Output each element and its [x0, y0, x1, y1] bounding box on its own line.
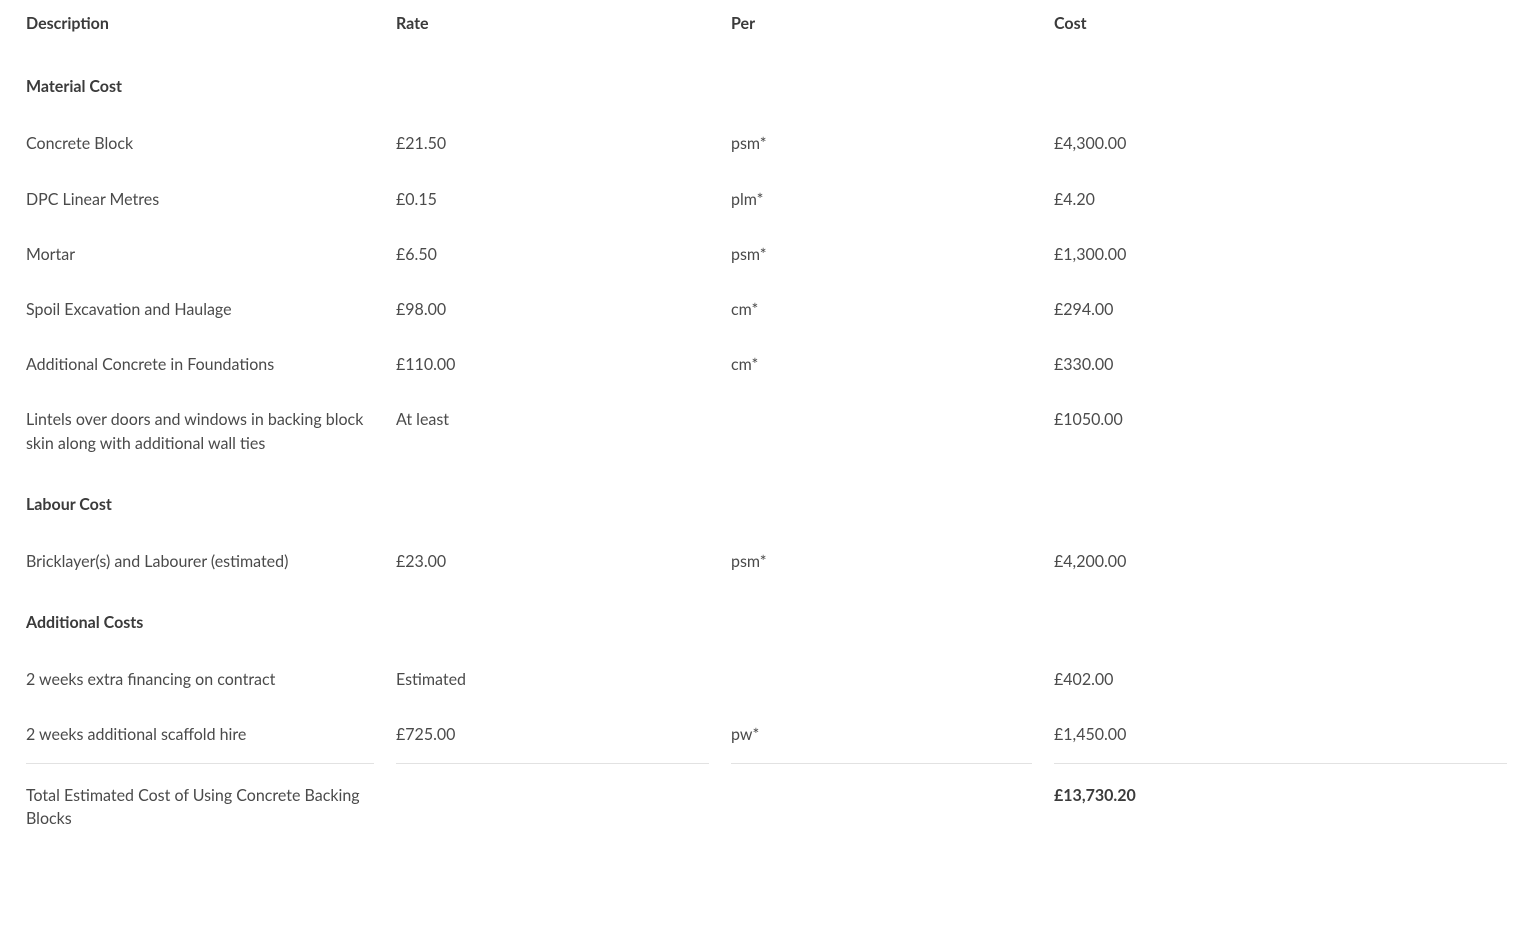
cell-rate: £0.15 — [396, 172, 731, 227]
col-per: Per — [731, 12, 1054, 53]
cost-table-container: Description Rate Per Cost Material Cost … — [0, 0, 1533, 874]
cell-cost: £1050.00 — [1054, 392, 1507, 470]
table-row: Mortar £6.50 psm* £1,300.00 — [26, 227, 1507, 282]
cell-cost: £1,300.00 — [1054, 227, 1507, 282]
table-row: Spoil Excavation and Haulage £98.00 cm* … — [26, 282, 1507, 337]
cell-description: Mortar — [26, 227, 396, 282]
section-material: Material Cost — [26, 53, 1507, 116]
table-row: 2 weeks extra financing on contract Esti… — [26, 652, 1507, 707]
col-description: Description — [26, 12, 396, 53]
cell-description: DPC Linear Metres — [26, 172, 396, 227]
cell-rate: £110.00 — [396, 337, 731, 392]
cell-cost: £294.00 — [1054, 282, 1507, 337]
cell-per: plm* — [731, 172, 1054, 227]
cell-rate: £725.00 — [396, 707, 731, 762]
cell-cost: £1,450.00 — [1054, 707, 1507, 762]
total-row: Total Estimated Cost of Using Concrete B… — [26, 764, 1507, 844]
section-additional-label: Additional Costs — [26, 589, 1507, 652]
cell-rate: Estimated — [396, 652, 731, 707]
table-row: Bricklayer(s) and Labourer (estimated) £… — [26, 534, 1507, 589]
table-row: Concrete Block £21.50 psm* £4,300.00 — [26, 116, 1507, 171]
table-row: Lintels over doors and windows in backin… — [26, 392, 1507, 470]
col-cost: Cost — [1054, 12, 1507, 53]
cell-description: Concrete Block — [26, 116, 396, 171]
table-row: 2 weeks additional scaffold hire £725.00… — [26, 707, 1507, 762]
cell-per: cm* — [731, 337, 1054, 392]
cell-per: pw* — [731, 707, 1054, 762]
cell-per: psm* — [731, 116, 1054, 171]
cell-cost: £330.00 — [1054, 337, 1507, 392]
cell-description: Lintels over doors and windows in backin… — [26, 392, 396, 470]
cell-rate: £6.50 — [396, 227, 731, 282]
cell-per: cm* — [731, 282, 1054, 337]
section-labour: Labour Cost — [26, 471, 1507, 534]
cell-description: Bricklayer(s) and Labourer (estimated) — [26, 534, 396, 589]
total-description: Total Estimated Cost of Using Concrete B… — [26, 764, 396, 844]
section-additional: Additional Costs — [26, 589, 1507, 652]
cell-per: psm* — [731, 534, 1054, 589]
cell-rate: £23.00 — [396, 534, 731, 589]
cell-cost: £4,200.00 — [1054, 534, 1507, 589]
cell-per — [731, 652, 1054, 707]
section-material-label: Material Cost — [26, 53, 1507, 116]
cell-cost: £4.20 — [1054, 172, 1507, 227]
cell-per: psm* — [731, 227, 1054, 282]
total-cost: £13,730.20 — [1054, 764, 1507, 844]
section-labour-label: Labour Cost — [26, 471, 1507, 534]
table-header-row: Description Rate Per Cost — [26, 12, 1507, 53]
cell-rate: £21.50 — [396, 116, 731, 171]
cell-cost: £402.00 — [1054, 652, 1507, 707]
cell-rate: At least — [396, 392, 731, 470]
table-row: DPC Linear Metres £0.15 plm* £4.20 — [26, 172, 1507, 227]
cell-cost: £4,300.00 — [1054, 116, 1507, 171]
cell-description: Spoil Excavation and Haulage — [26, 282, 396, 337]
table-row: Additional Concrete in Foundations £110.… — [26, 337, 1507, 392]
cell-rate: £98.00 — [396, 282, 731, 337]
cell-per — [731, 392, 1054, 470]
cell-description: 2 weeks additional scaffold hire — [26, 707, 396, 762]
cell-description: 2 weeks extra financing on contract — [26, 652, 396, 707]
col-rate: Rate — [396, 12, 731, 53]
cell-description: Additional Concrete in Foundations — [26, 337, 396, 392]
cost-table: Description Rate Per Cost Material Cost … — [26, 12, 1507, 844]
